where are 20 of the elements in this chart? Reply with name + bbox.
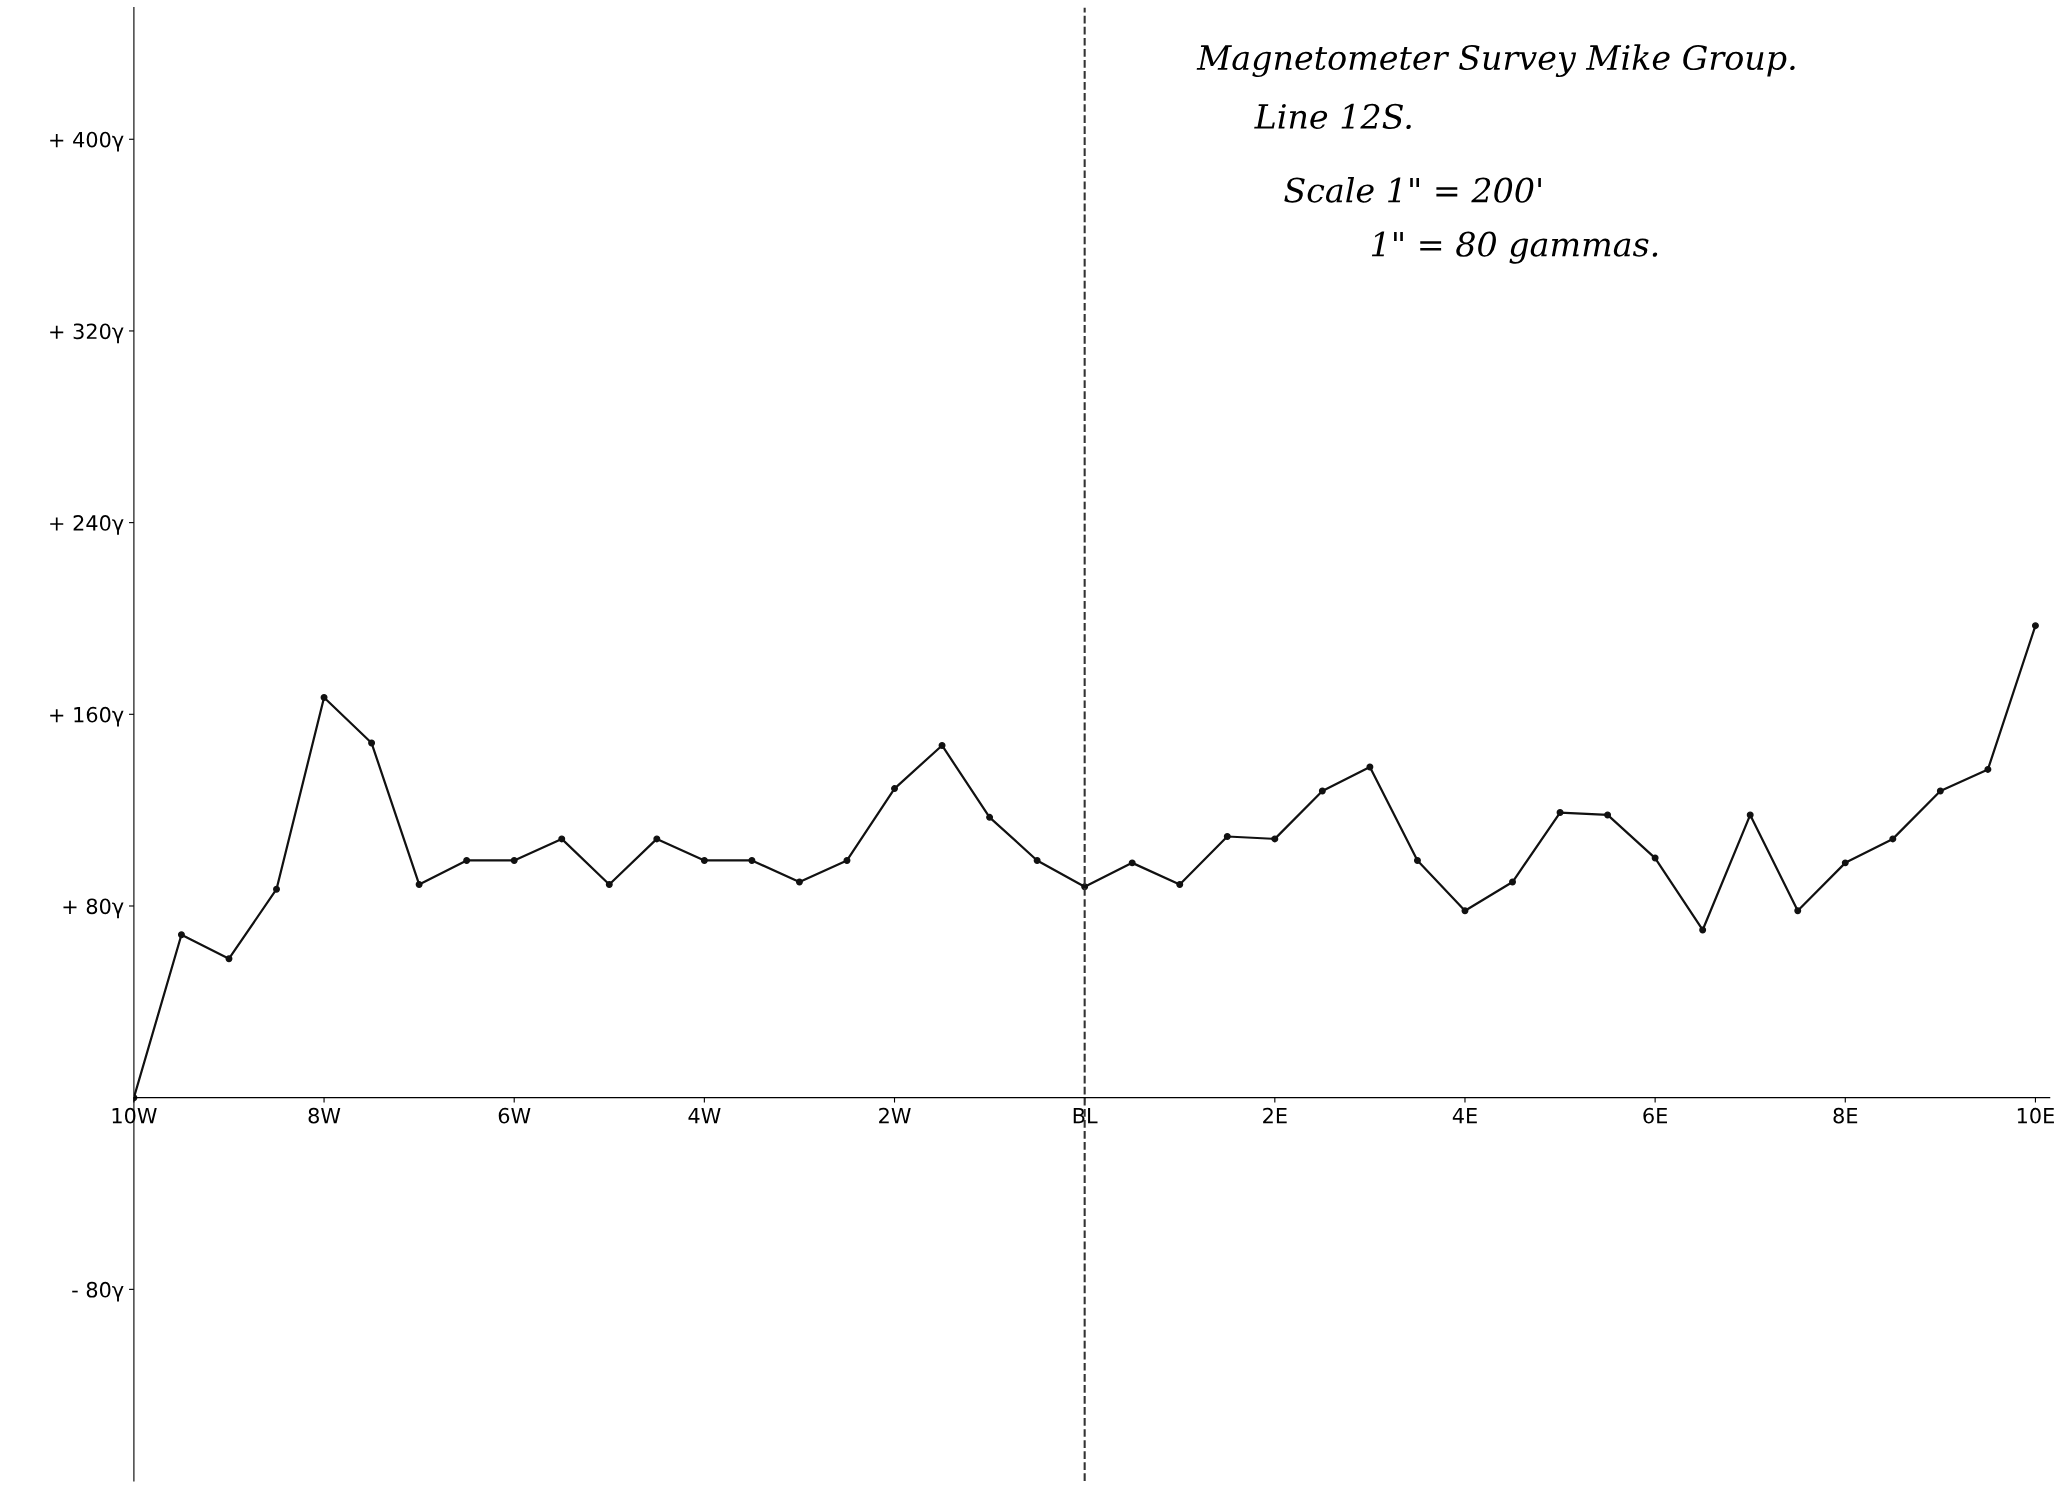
x-tick-label: 4W	[688, 1108, 721, 1124]
x-tick-label: 8W	[308, 1107, 341, 1124]
y-tick-label: + 80γ	[63, 898, 124, 919]
y-tick-label: - 80γ	[72, 1281, 124, 1302]
annotation: 1" = 80 gammas.	[1371, 231, 1658, 264]
annotation: Line 12S.	[1254, 103, 1411, 130]
x-tick-label: BL	[1073, 1108, 1098, 1124]
y-tick-label: + 320γ	[50, 323, 124, 344]
x-tick-label: 10E	[2017, 1107, 2054, 1124]
y-tick-label: + 160γ	[50, 706, 124, 727]
x-tick-label: 6E	[1643, 1107, 1668, 1124]
x-tick-label: 2E	[1263, 1107, 1287, 1124]
y-tick-label: + 400γ	[50, 131, 124, 152]
y-tick-label: + 240γ	[50, 515, 124, 535]
annotation: Scale 1" = 200'	[1284, 176, 1541, 203]
x-tick-label: 8E	[1833, 1107, 1858, 1124]
annotation: Magnetometer Survey Mike Group.	[1196, 44, 1795, 78]
x-tick-label: 4E	[1452, 1108, 1477, 1124]
x-tick-label: 2W	[879, 1107, 911, 1124]
x-tick-label: 6W	[498, 1107, 531, 1124]
